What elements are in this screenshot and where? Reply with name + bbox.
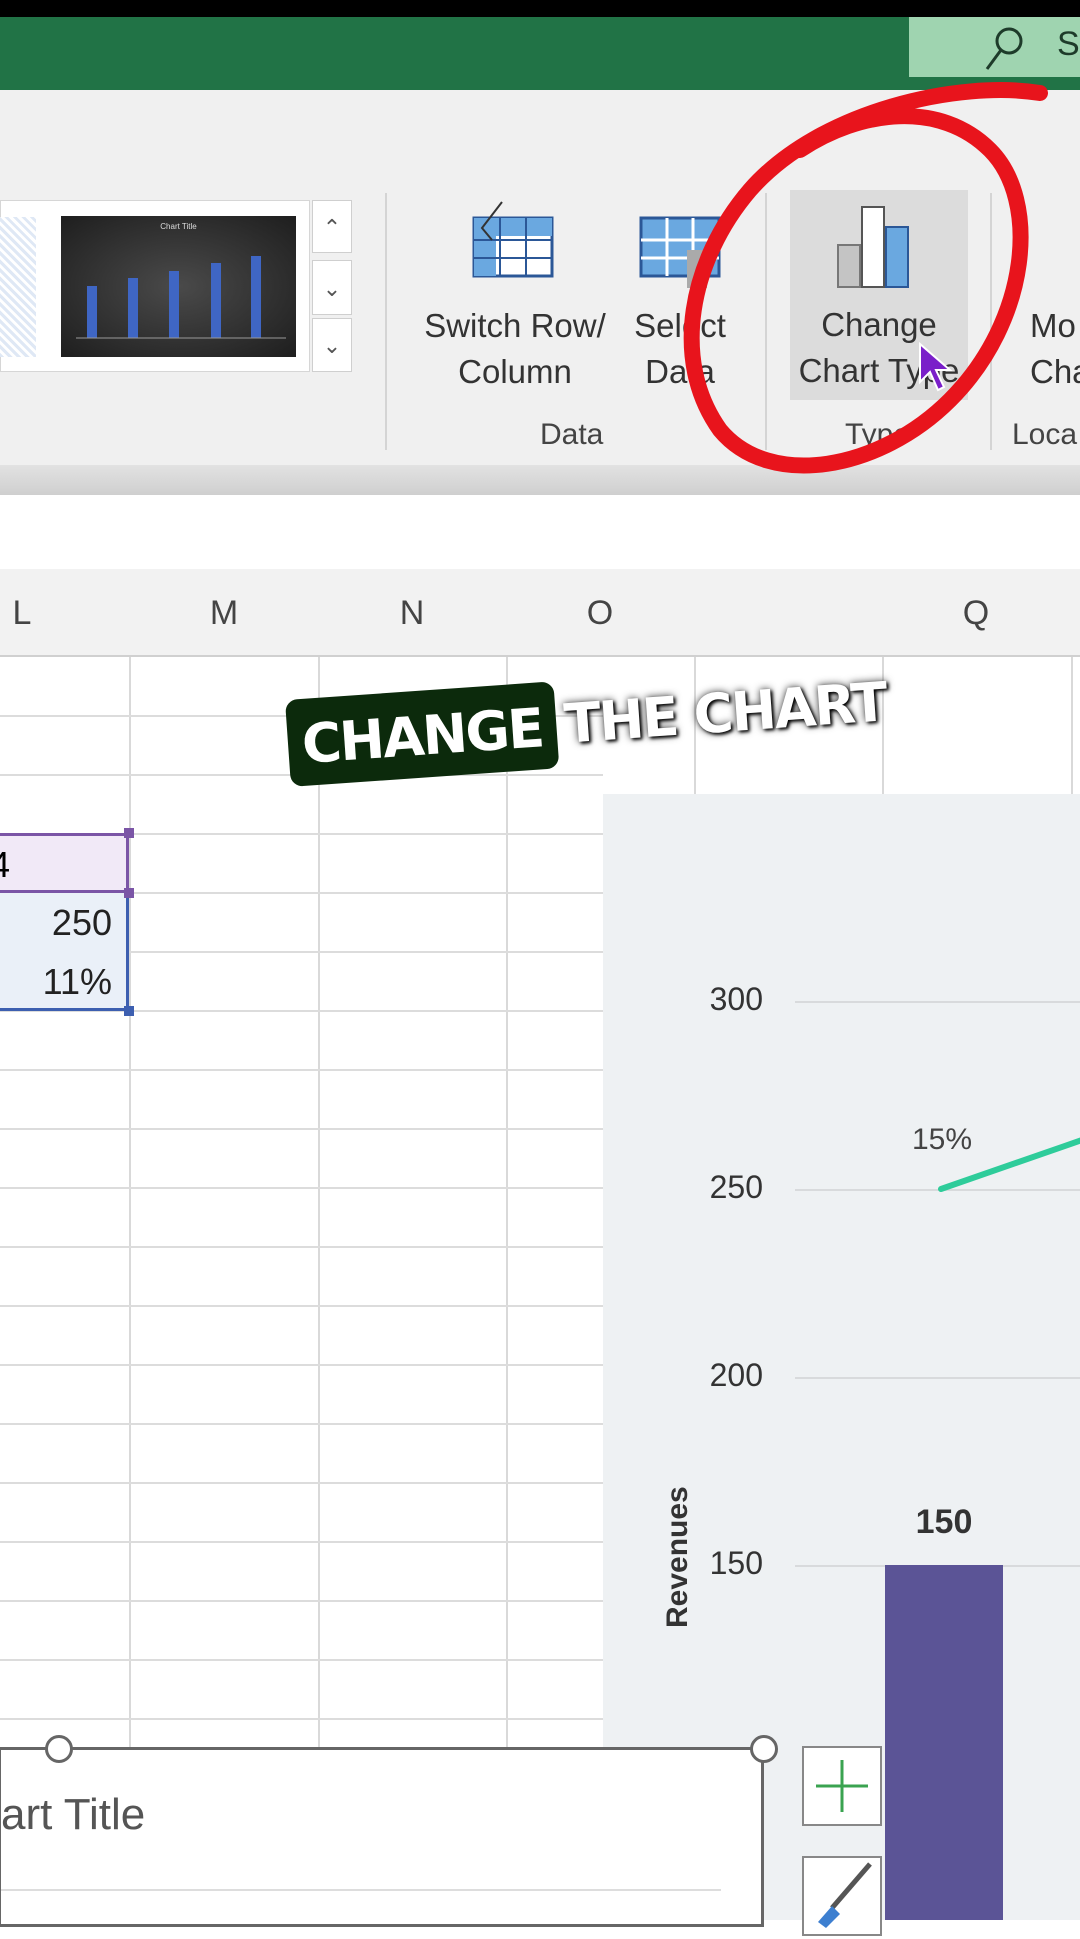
- formula-bar-area: [0, 495, 1080, 569]
- column-header-l[interactable]: L: [12, 594, 32, 632]
- row-gridline: [0, 1069, 603, 1071]
- column-header-o[interactable]: O: [586, 594, 614, 632]
- chart-style-thumb-dark[interactable]: Chart Title: [61, 216, 296, 357]
- chart-gridline: [1, 1889, 721, 1891]
- column-gridline: [506, 657, 508, 1920]
- switch-row-column-label-1: Switch Row/: [424, 307, 606, 344]
- range-handle[interactable]: [124, 828, 134, 838]
- search-icon: [985, 27, 1023, 70]
- search-box[interactable]: S: [909, 17, 1080, 77]
- row-gridline: [0, 1423, 603, 1425]
- top-black-bar: [0, 0, 1080, 17]
- y-axis-title: Revenues: [661, 1486, 694, 1628]
- cell-selected-header[interactable]: 4: [0, 833, 129, 893]
- gallery-scroll-up[interactable]: ⌃: [312, 200, 352, 253]
- excel-title-bar: [0, 17, 1080, 90]
- resize-handle[interactable]: [45, 1735, 73, 1763]
- range-handle[interactable]: [124, 888, 134, 898]
- row-gridline: [0, 1600, 603, 1602]
- chart-gridline: [795, 1377, 1080, 1379]
- gallery-more[interactable]: ⌄: [312, 318, 352, 372]
- column-header-n[interactable]: N: [399, 594, 425, 632]
- column-gridline: [318, 657, 320, 1920]
- group-separator: [385, 193, 387, 450]
- line-segment[interactable]: [938, 1137, 1080, 1192]
- switch-row-column-button[interactable]: Switch Row/ Column: [410, 195, 620, 395]
- row-gridline: [0, 1364, 603, 1366]
- switch-row-column-label-2: Column: [458, 353, 572, 390]
- row-gridline: [0, 892, 603, 894]
- row-gridline: [0, 1541, 603, 1543]
- y-tick-label: 200: [709, 1357, 763, 1393]
- mouse-cursor-icon: [919, 342, 953, 392]
- chart-title[interactable]: art Title: [1, 1790, 146, 1839]
- bar[interactable]: [885, 1565, 1003, 1920]
- cell-text: 4: [0, 844, 11, 885]
- chart-elements-button[interactable]: [802, 1746, 882, 1826]
- row-gridline: [0, 1659, 603, 1661]
- thumb-title: Chart Title: [160, 222, 197, 231]
- bar-data-label: 150: [915, 1503, 973, 1541]
- row-gridline: [0, 1128, 603, 1130]
- chart-gridline: [795, 1001, 1080, 1003]
- row-gridline: [0, 951, 603, 953]
- paintbrush-icon: [818, 1862, 872, 1928]
- chart-object-selected[interactable]: art Title: [0, 1747, 764, 1927]
- switch-row-column-icon: [472, 201, 554, 278]
- column-header-q[interactable]: Q: [962, 594, 990, 632]
- thumb-bars-icon: [76, 256, 286, 339]
- plus-icon: [816, 1760, 868, 1812]
- cell-revenue[interactable]: 250: [0, 893, 129, 952]
- gallery-scroll-down[interactable]: ⌄: [312, 260, 352, 315]
- line-data-label: 15%: [912, 1123, 973, 1156]
- range-handle[interactable]: [124, 1006, 134, 1016]
- y-tick-label: 150: [709, 1545, 763, 1581]
- row-gridline: [0, 1246, 603, 1248]
- resize-handle[interactable]: [750, 1735, 778, 1763]
- switch-row-column-label: Switch Row/ Column: [410, 303, 620, 395]
- column-headers: L M N O Q: [0, 569, 1080, 657]
- row-gridline: [0, 1482, 603, 1484]
- caption-text: THE CHART: [562, 670, 889, 756]
- row-gridline: [0, 833, 603, 835]
- chart-style-thumb[interactable]: [0, 217, 36, 357]
- search-label: S: [1057, 25, 1080, 63]
- column-gridline: [129, 657, 131, 1920]
- row-gridline: [0, 1010, 603, 1012]
- cell-growth[interactable]: 11%: [0, 952, 129, 1011]
- row-gridline: [0, 1718, 603, 1720]
- group-label-data: Data: [540, 418, 604, 451]
- chart-gridline: [795, 1189, 1080, 1191]
- y-tick-label: 250: [709, 1169, 763, 1205]
- y-tick-label: 300: [709, 981, 763, 1017]
- row-gridline: [0, 1305, 603, 1307]
- row-gridline: [0, 1187, 603, 1189]
- chart-styles-button[interactable]: [802, 1856, 882, 1936]
- column-header-m[interactable]: M: [209, 594, 239, 632]
